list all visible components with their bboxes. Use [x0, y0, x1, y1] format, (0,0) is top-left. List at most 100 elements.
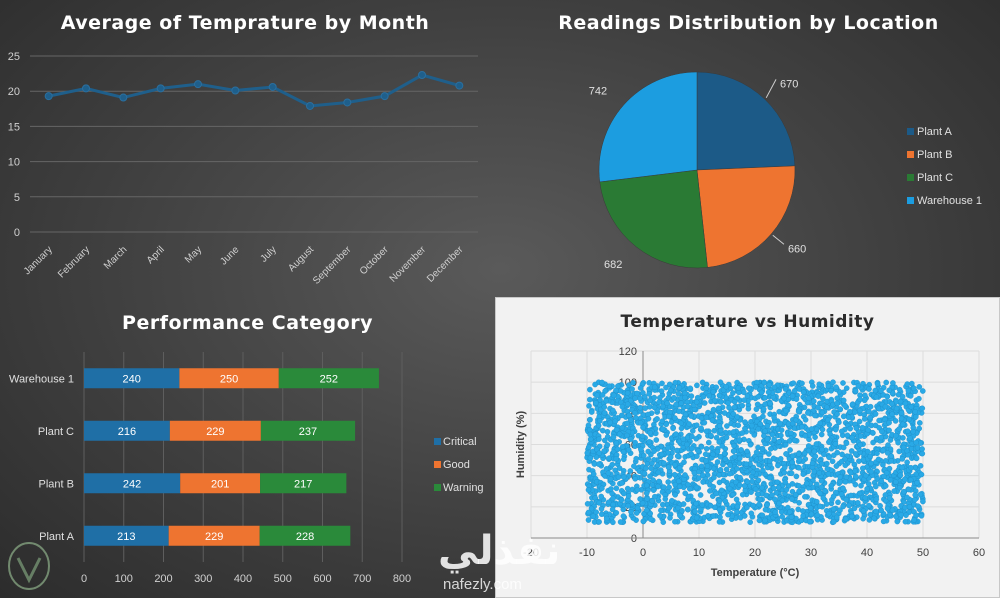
scatter-point: [818, 431, 825, 438]
scatter-point: [698, 415, 705, 421]
bar-category-label: Warehouse 1: [9, 373, 74, 385]
scatter-x-tick-label: 60: [973, 547, 985, 559]
scatter-point: [752, 486, 759, 492]
scatter-point: [714, 459, 721, 465]
scatter-point: [673, 431, 679, 437]
scatter-point: [687, 385, 694, 392]
scatter-point: [781, 464, 788, 471]
scatter-point: [709, 417, 716, 424]
scatter-point: [825, 383, 832, 389]
scatter-point: [684, 506, 691, 513]
scatter-point: [874, 450, 880, 457]
line-x-tick-label: August: [286, 244, 316, 274]
scatter-point: [624, 485, 631, 492]
scatter-point: [663, 421, 669, 428]
scatter-point: [640, 390, 646, 396]
scatter-point: [634, 390, 640, 397]
scatter-point: [754, 491, 761, 497]
scatter-point: [647, 510, 653, 517]
bar-segment: [259, 525, 351, 546]
scatter-point: [782, 408, 789, 414]
scatter-point: [786, 509, 793, 515]
scatter-point: [655, 483, 661, 490]
scatter-point: [781, 395, 788, 402]
pie-legend-swatch: [907, 174, 914, 181]
scatter-point: [634, 505, 641, 511]
scatter-point: [886, 427, 892, 434]
scatter-point: [849, 513, 855, 520]
scatter-point: [902, 400, 909, 407]
bar-data-label: 237: [299, 426, 317, 438]
scatter-point: [786, 438, 793, 444]
scatter-point: [610, 434, 617, 440]
bar-x-tick-label: 200: [154, 573, 172, 585]
scatter-point: [811, 448, 818, 455]
scatter-point: [625, 447, 632, 453]
scatter-point: [898, 410, 905, 416]
scatter-point: [658, 451, 665, 458]
scatter-point: [866, 408, 872, 415]
scatter-point: [745, 405, 752, 412]
bar-data-label: 216: [118, 426, 136, 438]
scatter-y-axis-title: Humidity (%): [515, 411, 527, 479]
scatter-point: [895, 439, 901, 446]
scatter-point: [905, 486, 912, 493]
scatter-point: [679, 507, 685, 514]
scatter-point: [613, 426, 620, 433]
scatter-point: [803, 480, 810, 487]
scatter-point: [723, 466, 730, 473]
scatter-point: [882, 483, 889, 489]
scatter-point: [896, 448, 903, 455]
scatter-point: [678, 420, 684, 427]
scatter-point: [846, 502, 852, 509]
scatter-point: [731, 398, 738, 405]
scatter-point: [889, 507, 896, 513]
bar-segment: [84, 473, 181, 494]
scatter-point: [596, 450, 603, 456]
line-x-tick-label: November: [388, 244, 429, 285]
scatter-point: [753, 406, 760, 412]
scatter-point: [749, 478, 756, 485]
scatter-point: [756, 496, 763, 503]
scatter-point: [624, 390, 631, 396]
scatter-point: [727, 462, 733, 468]
line-point: [268, 82, 277, 91]
line-point: [380, 92, 389, 101]
bar-data-label: 201: [211, 478, 229, 490]
scatter-point: [584, 500, 591, 507]
scatter-point: [726, 470, 733, 477]
scatter-point: [601, 410, 608, 416]
scatter-point: [767, 445, 774, 452]
scatter-point: [665, 464, 672, 471]
scatter-point: [688, 451, 694, 457]
line-y-tick-label: 25: [8, 51, 20, 63]
scatter-x-tick-label: 10: [693, 547, 705, 559]
scatter-point: [736, 482, 743, 488]
scatter-point: [896, 484, 903, 491]
scatter-point: [686, 421, 692, 427]
scatter-point: [666, 381, 673, 388]
scatter-point: [890, 380, 896, 386]
scatter-point: [651, 384, 658, 390]
scatter-point: [824, 466, 831, 472]
scatter-point: [878, 434, 884, 441]
scatter-point: [907, 477, 914, 483]
scatter-point: [887, 477, 894, 483]
scatter-point: [731, 448, 737, 454]
line-chart: 0 5 10 15 20 25 January February March April May Ju…: [8, 51, 478, 287]
scatter-point: [737, 474, 743, 481]
scatter-point: [604, 442, 611, 448]
scatter-point: [919, 388, 926, 394]
scatter-point: [906, 503, 913, 510]
scatter-point: [587, 436, 594, 442]
scatter-point: [916, 395, 922, 402]
scatter-point: [735, 422, 742, 429]
bar-segment: [84, 368, 180, 389]
scatter-point: [627, 468, 634, 474]
scatter-point: [672, 491, 678, 498]
scatter-point: [726, 404, 732, 411]
scatter-point: [898, 511, 904, 518]
scatter-point: [730, 429, 737, 435]
scatter-point: [710, 483, 717, 490]
bar-segment: [180, 473, 261, 494]
